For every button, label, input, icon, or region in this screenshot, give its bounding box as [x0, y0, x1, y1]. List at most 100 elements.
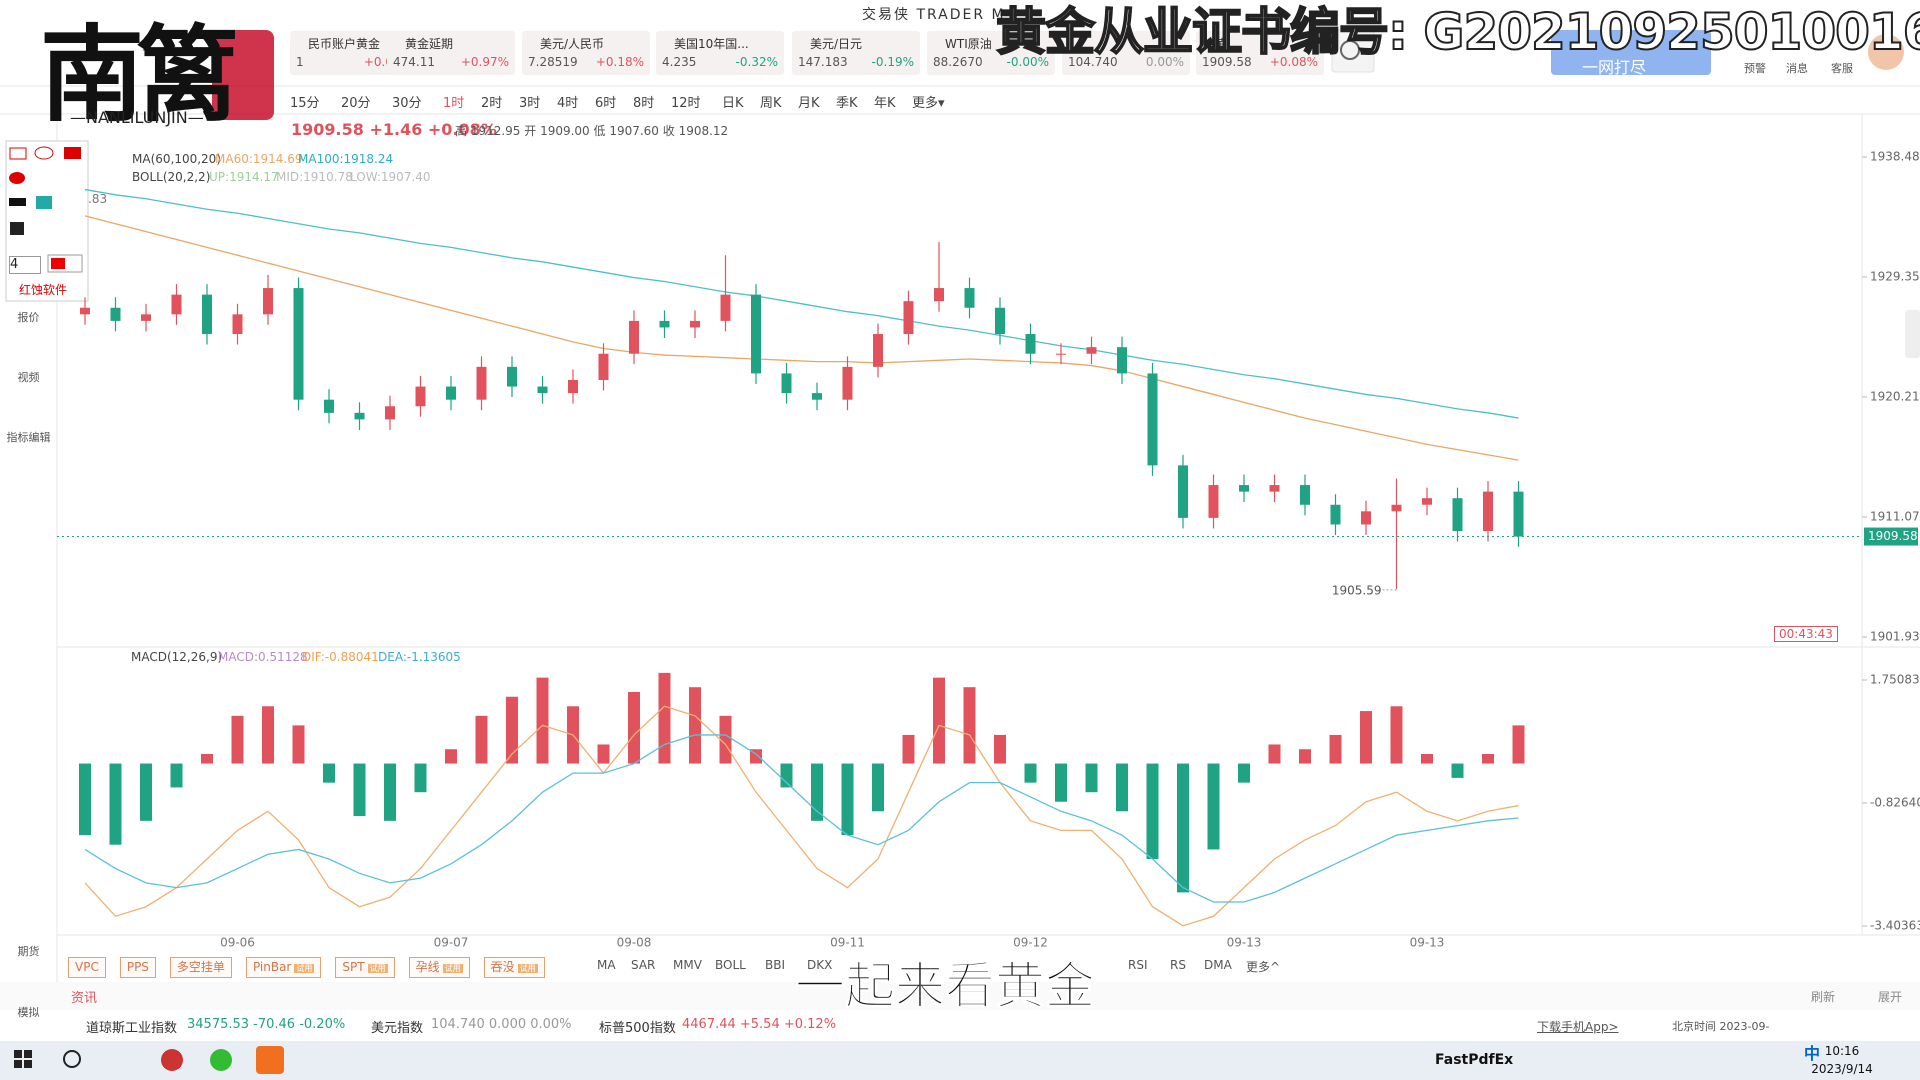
- tool-image[interactable]: [36, 196, 52, 209]
- period[interactable]: 20分: [341, 96, 371, 111]
- period[interactable]: 4时: [557, 96, 579, 111]
- macd-value: MACD:0.51128: [218, 650, 308, 664]
- tool-line[interactable]: [9, 198, 26, 206]
- promo-text[interactable]: 一网打尽: [1582, 58, 1647, 77]
- sidebar-item[interactable]: 视频: [17, 371, 40, 384]
- taskbar-app[interactable]: FastPdfEx: [1435, 1052, 1514, 1068]
- app-icon[interactable]: [161, 1049, 183, 1071]
- indicator-tab[interactable]: BBI: [765, 958, 786, 972]
- indicator-tab[interactable]: RSI: [1128, 958, 1148, 972]
- x-tick-label: 09-08: [617, 936, 652, 950]
- win-logo[interactable]: [24, 1060, 32, 1068]
- sidebar-item[interactable]: 指标编辑: [6, 431, 51, 444]
- promo-box[interactable]: [1551, 30, 1711, 75]
- candle-body: [1361, 511, 1371, 525]
- header-icon-label[interactable]: 消息: [1786, 62, 1808, 75]
- app-icon[interactable]: [210, 1049, 232, 1071]
- indicator-tab[interactable]: 更多^: [1246, 960, 1281, 974]
- avatar[interactable]: [1868, 34, 1904, 70]
- candle-body: [1025, 334, 1036, 354]
- period[interactable]: 年K: [874, 96, 896, 111]
- ticker-price: 4.235: [662, 55, 697, 69]
- news-refresh[interactable]: 刷新: [1811, 990, 1836, 1004]
- candle-body: [1208, 485, 1219, 518]
- tool-button[interactable]: 多空挂单: [169, 957, 232, 978]
- sidebar-item[interactable]: 模拟: [17, 1006, 40, 1019]
- side-tab[interactable]: [1905, 310, 1920, 358]
- tool-ellipse[interactable]: [34, 146, 54, 160]
- app-icon[interactable]: [256, 1046, 284, 1074]
- sidebar-item[interactable]: 期货: [17, 945, 40, 958]
- search-box[interactable]: [1331, 29, 1375, 73]
- tool-button[interactable]: PinBar 试用: [245, 957, 322, 978]
- tool-button[interactable]: SPT 试用: [335, 957, 395, 978]
- indicator-tab[interactable]: SAR: [631, 958, 656, 972]
- ticker-tab[interactable]: 美元/人民币 7.28519 +0.18%: [522, 31, 650, 75]
- win-logo[interactable]: [14, 1050, 22, 1058]
- period[interactable]: 日K: [722, 96, 744, 111]
- indicator-tab[interactable]: DMA: [1204, 958, 1232, 972]
- tool-save[interactable]: [10, 222, 24, 235]
- indicator-tab[interactable]: BOLL: [715, 958, 746, 972]
- y-tick-label: -0.82640: [1870, 796, 1920, 810]
- ticker-tab[interactable]: 104.740 0.00%: [1062, 31, 1190, 75]
- period[interactable]: 周K: [760, 96, 782, 111]
- candle-body: [629, 320, 639, 354]
- tool-button[interactable]: VPC: [68, 957, 106, 978]
- candle-body: [324, 399, 334, 413]
- ticker-tab[interactable]: 黄金延期 474.11 +0.97%: [387, 31, 515, 75]
- tool-fill[interactable]: [64, 147, 81, 159]
- period[interactable]: 2时: [481, 96, 503, 111]
- period[interactable]: 30分: [392, 96, 422, 111]
- macd-bar: [872, 763, 884, 812]
- tool-button[interactable]: 吞没 试用: [483, 957, 545, 978]
- tool-size[interactable]: 4: [9, 256, 41, 274]
- indicator-tab[interactable]: MMV: [673, 958, 702, 972]
- header-icon-label[interactable]: 客服: [1831, 62, 1853, 75]
- period[interactable]: 8时: [633, 96, 655, 111]
- period[interactable]: 6时: [595, 96, 617, 111]
- ticker-name: 标普500指数: [599, 1021, 676, 1036]
- macd-bar: [384, 763, 396, 821]
- period[interactable]: 月K: [798, 96, 820, 111]
- sidebar-item[interactable]: 报价: [17, 311, 40, 324]
- period[interactable]: 更多▾: [912, 96, 945, 111]
- header-icon-label[interactable]: 预警: [1744, 62, 1766, 75]
- ticker-tab[interactable]: 黄 1909.58 +0.08%: [1196, 31, 1324, 75]
- color-swatch: [51, 258, 65, 269]
- macd-bar: [231, 715, 244, 764]
- period[interactable]: 1时: [443, 96, 465, 111]
- win-logo[interactable]: [14, 1060, 22, 1068]
- tool-button[interactable]: 孕线 试用: [408, 957, 470, 978]
- indicator-tab[interactable]: MA: [597, 958, 616, 972]
- news-title[interactable]: 资讯: [71, 991, 98, 1006]
- x-tick-label: 09-13: [1227, 936, 1262, 950]
- macd-bar: [536, 677, 549, 764]
- beijing-time: 北京时间 2023-09-: [1672, 1020, 1770, 1033]
- boll-low: LOW:1907.40: [350, 170, 431, 184]
- tool-rect[interactable]: [9, 147, 27, 160]
- ticker-price: 147.183: [798, 55, 848, 69]
- ticker-tab[interactable]: 美元/日元 147.183 -0.19%: [792, 31, 920, 75]
- tool-button[interactable]: PPS: [119, 957, 156, 978]
- indicator-tab[interactable]: DKX: [807, 958, 833, 972]
- indicator-tab[interactable]: RS: [1170, 958, 1186, 972]
- period[interactable]: 15分: [290, 96, 320, 111]
- period[interactable]: 3时: [519, 96, 541, 111]
- period[interactable]: 季K: [836, 96, 858, 111]
- ticker-tab[interactable]: WTI原油 88.2670 -0.00%: [927, 31, 1055, 75]
- candle-body: [293, 288, 304, 400]
- win-logo[interactable]: [24, 1050, 32, 1058]
- period[interactable]: 12时: [671, 96, 701, 111]
- ticker-tab[interactable]: 美国10年国... 4.235 -0.32%: [656, 31, 784, 75]
- ime[interactable]: 中: [1804, 1044, 1821, 1063]
- ticker-price: 104.740: [1068, 55, 1118, 69]
- app-link[interactable]: 下载手机App>: [1537, 1020, 1619, 1034]
- candle-body: [659, 320, 670, 328]
- candle-body: [1391, 504, 1402, 512]
- ticker-name: 黄: [1214, 37, 1227, 51]
- tool-ellipse-fill[interactable]: [9, 172, 25, 184]
- news-expand[interactable]: 展开: [1878, 990, 1903, 1004]
- search-task[interactable]: [63, 1050, 81, 1068]
